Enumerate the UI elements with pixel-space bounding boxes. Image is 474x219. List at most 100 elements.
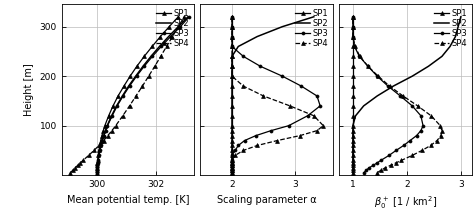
- SP4: [152, 65, 158, 68]
- SP3: [407, 139, 413, 142]
- SP1: [229, 139, 235, 142]
- SP2: [109, 115, 114, 117]
- Line: SP4: SP4: [68, 15, 186, 175]
- SP1: [229, 65, 235, 68]
- SP4: [374, 171, 380, 174]
- SP1: [350, 139, 356, 142]
- SP2: [114, 104, 119, 107]
- SP3: [364, 169, 369, 171]
- SP2: [229, 166, 235, 169]
- SP1: [350, 124, 356, 127]
- SP4: [438, 124, 443, 127]
- SP3: [229, 16, 235, 18]
- SP4: [350, 25, 356, 28]
- SP2: [236, 45, 241, 48]
- SP2: [126, 85, 131, 87]
- SP2: [98, 144, 104, 147]
- SP4: [133, 95, 139, 97]
- SP3: [378, 159, 384, 162]
- SP4: [170, 35, 175, 38]
- SP3: [393, 149, 399, 152]
- SP2: [353, 115, 358, 117]
- SP1: [350, 25, 356, 28]
- SP4: [229, 166, 235, 169]
- SP4: [229, 55, 235, 58]
- SP2: [229, 139, 235, 142]
- Legend: SP1, SP2, SP3, SP4: SP1, SP2, SP3, SP4: [155, 7, 191, 50]
- SP3: [229, 154, 235, 157]
- SP3: [410, 104, 415, 107]
- SP4: [410, 154, 415, 157]
- SP1: [96, 154, 101, 157]
- SP1: [229, 144, 235, 147]
- SP1: [350, 55, 356, 58]
- SP2: [156, 45, 162, 48]
- X-axis label: $\beta_0^+$ [1 / km$^2$]: $\beta_0^+$ [1 / km$^2$]: [374, 195, 437, 211]
- SP3: [350, 35, 356, 38]
- SP1: [350, 129, 356, 132]
- SP1: [166, 25, 172, 28]
- SP3: [240, 55, 246, 58]
- SP3: [386, 154, 392, 157]
- SP1: [350, 164, 356, 167]
- SP4: [96, 144, 102, 147]
- Line: SP3: SP3: [351, 15, 425, 174]
- SP3: [366, 166, 372, 169]
- SP2: [350, 129, 356, 132]
- SP3: [398, 95, 403, 97]
- SP4: [70, 169, 76, 171]
- SP2: [229, 104, 235, 107]
- SP3: [371, 164, 376, 167]
- SP1: [127, 75, 133, 78]
- SP3: [374, 161, 380, 164]
- SP2: [453, 35, 458, 38]
- SP2: [350, 164, 356, 167]
- SP3: [186, 16, 192, 18]
- SP1: [121, 85, 127, 87]
- SP2: [95, 159, 101, 162]
- SP3: [314, 95, 320, 97]
- Line: SP3: SP3: [230, 15, 322, 174]
- SP1: [350, 75, 356, 78]
- SP2: [361, 104, 366, 107]
- SP2: [101, 134, 107, 137]
- SP1: [94, 166, 100, 169]
- SP2: [350, 139, 356, 142]
- SP1: [229, 149, 235, 152]
- SP2: [229, 161, 235, 164]
- SP2: [140, 65, 146, 68]
- Line: SP4: SP4: [230, 15, 325, 175]
- SP4: [229, 159, 235, 162]
- SP3: [361, 171, 366, 174]
- SP3: [97, 149, 103, 152]
- SP1: [229, 166, 235, 169]
- SP4: [105, 134, 110, 137]
- SP4: [229, 25, 235, 28]
- SP4: [352, 45, 358, 48]
- SP3: [253, 134, 259, 137]
- SP1: [229, 129, 235, 132]
- SP3: [242, 139, 247, 142]
- SP4: [261, 95, 266, 97]
- SP4: [229, 75, 235, 78]
- SP2: [391, 85, 396, 87]
- SP2: [311, 16, 317, 18]
- SP1: [229, 16, 235, 18]
- SP2: [458, 16, 464, 18]
- SP2: [185, 16, 191, 18]
- SP1: [157, 35, 163, 38]
- SP4: [158, 55, 164, 58]
- SP3: [305, 115, 310, 117]
- SP2: [94, 171, 100, 174]
- SP4: [439, 129, 445, 132]
- SP4: [240, 149, 246, 152]
- SP4: [229, 171, 235, 174]
- SP1: [229, 75, 235, 78]
- SP1: [350, 45, 356, 48]
- SP1: [229, 169, 235, 171]
- SP2: [229, 134, 235, 137]
- SP1: [95, 161, 100, 164]
- SP4: [120, 115, 126, 117]
- SP4: [78, 161, 83, 164]
- SP1: [350, 35, 356, 38]
